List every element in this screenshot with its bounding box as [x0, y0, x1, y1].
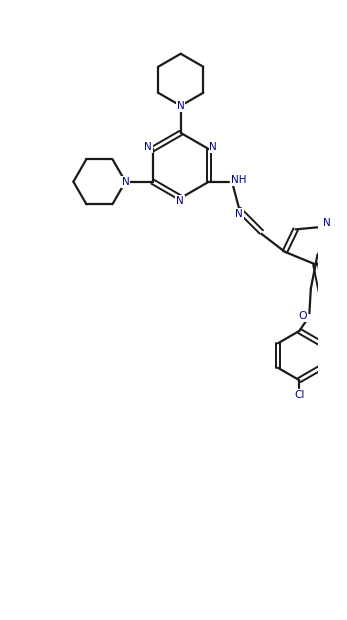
Text: N: N	[235, 209, 243, 219]
Text: N: N	[176, 196, 184, 206]
Text: N: N	[323, 218, 331, 228]
Text: N: N	[121, 177, 129, 187]
Text: NH: NH	[231, 175, 247, 185]
Text: N: N	[209, 143, 217, 153]
Text: N: N	[177, 101, 185, 111]
Text: N: N	[144, 143, 152, 153]
Text: O: O	[298, 311, 307, 321]
Text: Cl: Cl	[294, 391, 304, 401]
